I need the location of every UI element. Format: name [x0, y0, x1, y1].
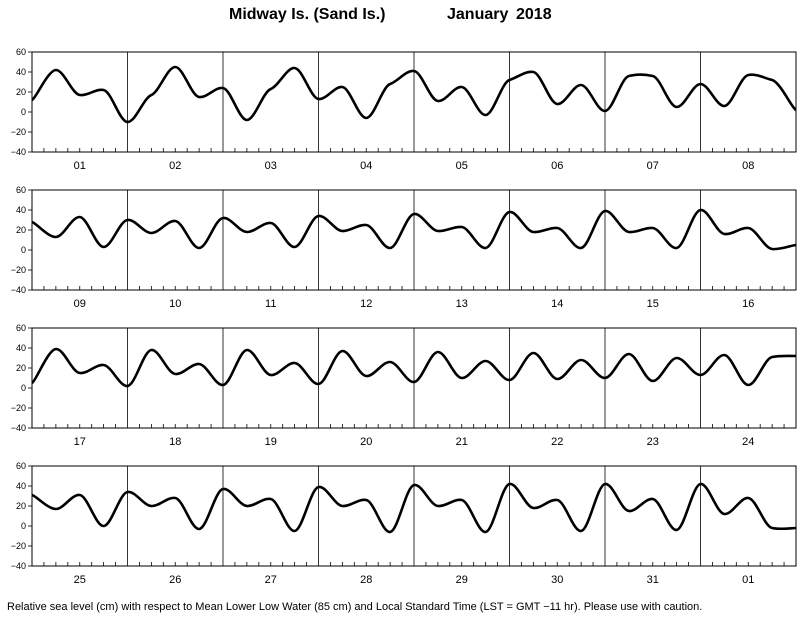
day-label: 12	[360, 298, 372, 310]
day-label: 21	[456, 436, 468, 448]
y-tick-label: 40	[16, 67, 26, 77]
day-label: 31	[647, 574, 659, 586]
y-tick-label: 60	[16, 185, 26, 195]
day-label: 25	[74, 574, 86, 586]
day-label: 30	[551, 574, 563, 586]
day-label: 17	[74, 436, 86, 448]
y-tick-label: −40	[11, 147, 26, 157]
chart-title: Midway Is. (Sand Is.) January 2018	[0, 6, 800, 26]
day-label: 07	[647, 160, 659, 172]
y-tick-label: 0	[21, 245, 26, 255]
day-label: 22	[551, 436, 563, 448]
y-tick-label: −20	[11, 541, 26, 551]
day-label: 19	[265, 436, 277, 448]
y-tick-label: 0	[21, 521, 26, 531]
tide-curve	[31, 482, 797, 534]
day-label: 18	[169, 436, 181, 448]
day-label: 03	[265, 160, 277, 172]
y-tick-label: 60	[16, 323, 26, 333]
day-label: 26	[169, 574, 181, 586]
y-tick-label: −40	[11, 561, 26, 571]
y-tick-label: 60	[16, 47, 26, 57]
y-tick-label: −20	[11, 127, 26, 137]
day-label: 01	[74, 160, 86, 172]
y-tick-label: −40	[11, 285, 26, 295]
footer-note: Relative sea level (cm) with respect to …	[7, 601, 703, 613]
day-label: 24	[742, 436, 754, 448]
y-tick-label: 20	[16, 501, 26, 511]
y-tick-label: 0	[21, 383, 26, 393]
tide-curve	[31, 347, 797, 388]
day-label: 01	[742, 574, 754, 586]
day-label: 29	[456, 574, 468, 586]
station-name: Midway Is. (Sand Is.)	[229, 6, 386, 23]
month-label: January	[447, 6, 509, 23]
day-label: 28	[360, 574, 372, 586]
day-label: 13	[456, 298, 468, 310]
day-label: 04	[360, 160, 372, 172]
y-tick-label: 20	[16, 363, 26, 373]
y-tick-label: 40	[16, 205, 26, 215]
y-tick-label: −20	[11, 403, 26, 413]
day-label: 02	[169, 160, 181, 172]
y-tick-label: 0	[21, 107, 26, 117]
day-label: 14	[551, 298, 563, 310]
day-label: 06	[551, 160, 563, 172]
day-label: 11	[265, 298, 276, 310]
day-label: 20	[360, 436, 372, 448]
day-label: 10	[169, 298, 181, 310]
day-label: 05	[456, 160, 468, 172]
y-tick-label: 40	[16, 481, 26, 491]
y-tick-label: −20	[11, 265, 26, 275]
y-tick-label: −40	[11, 423, 26, 433]
y-tick-label: 60	[16, 461, 26, 471]
year-label: 2018	[516, 6, 552, 23]
day-label: 16	[742, 298, 754, 310]
day-label: 23	[647, 436, 659, 448]
y-tick-label: 20	[16, 87, 26, 97]
y-tick-label: 20	[16, 225, 26, 235]
day-label: 08	[742, 160, 754, 172]
day-label: 15	[647, 298, 659, 310]
day-label: 27	[265, 574, 277, 586]
day-label: 09	[74, 298, 86, 310]
tide-curve	[31, 208, 797, 251]
y-tick-label: 40	[16, 343, 26, 353]
tide-curve	[31, 65, 797, 124]
